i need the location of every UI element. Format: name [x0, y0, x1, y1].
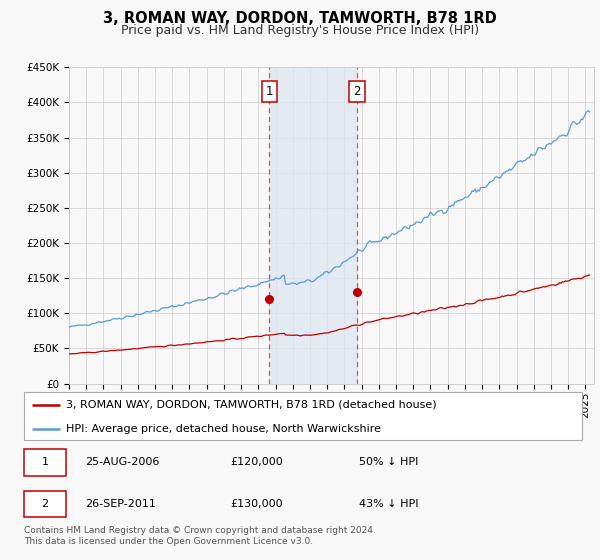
Text: £120,000: £120,000 — [230, 458, 283, 468]
Text: 1: 1 — [266, 85, 273, 99]
Text: 3, ROMAN WAY, DORDON, TAMWORTH, B78 1RD (detached house): 3, ROMAN WAY, DORDON, TAMWORTH, B78 1RD … — [66, 400, 436, 410]
FancyBboxPatch shape — [24, 491, 66, 517]
Text: 2: 2 — [41, 499, 49, 509]
Text: £130,000: £130,000 — [230, 499, 283, 509]
Text: 43% ↓ HPI: 43% ↓ HPI — [359, 499, 418, 509]
Text: Contains HM Land Registry data © Crown copyright and database right 2024.
This d: Contains HM Land Registry data © Crown c… — [24, 526, 376, 546]
Text: 50% ↓ HPI: 50% ↓ HPI — [359, 458, 418, 468]
Text: HPI: Average price, detached house, North Warwickshire: HPI: Average price, detached house, Nort… — [66, 424, 381, 434]
Text: 26-SEP-2011: 26-SEP-2011 — [85, 499, 156, 509]
FancyBboxPatch shape — [24, 449, 66, 476]
Text: 3, ROMAN WAY, DORDON, TAMWORTH, B78 1RD: 3, ROMAN WAY, DORDON, TAMWORTH, B78 1RD — [103, 11, 497, 26]
Text: Price paid vs. HM Land Registry's House Price Index (HPI): Price paid vs. HM Land Registry's House … — [121, 24, 479, 37]
FancyBboxPatch shape — [24, 392, 582, 440]
Text: 25-AUG-2006: 25-AUG-2006 — [85, 458, 160, 468]
Text: 1: 1 — [41, 458, 49, 468]
Bar — [269, 67, 357, 384]
Text: 2: 2 — [353, 85, 361, 99]
